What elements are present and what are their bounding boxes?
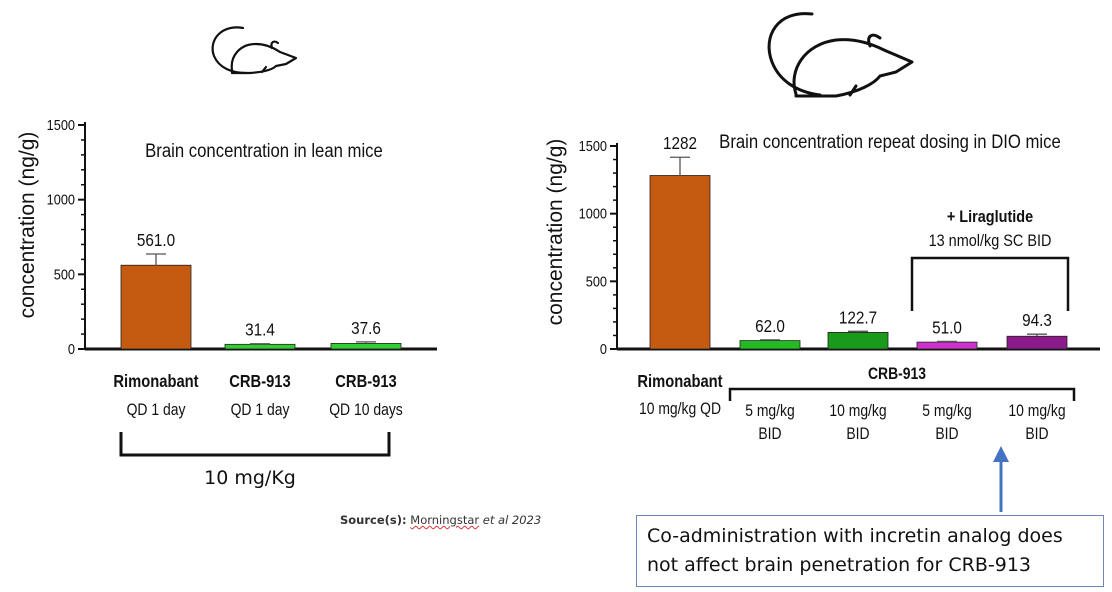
category-label-line1: Rimonabant [637,372,723,392]
dio-mouse-icon [767,12,914,98]
category-label-line2: BID [758,425,781,444]
data-label: 62.0 [755,316,785,336]
source-citation: Source(s): Morningstar et al 2023 [340,513,541,527]
bar [120,264,192,350]
category-label-line1: Rimonabant [113,372,199,392]
bar [916,341,978,350]
y-axis-label: concentration (ng/g) [544,139,567,326]
data-label: 94.3 [1022,310,1052,330]
source-label: Source(s): [340,513,407,527]
group-bracket [728,387,1076,401]
y-tick-label: 0 [68,340,75,357]
y-tick-label: 1500 [579,137,608,154]
y-tick-label: 500 [586,272,607,289]
chart-2: Brain concentration repeat dosing in DIO… [544,131,1100,443]
category-label-line1: CRB-913 [229,372,290,392]
bar [224,343,296,350]
data-label: 51.0 [932,317,962,337]
bar [827,331,889,350]
data-label: 561.0 [137,230,175,250]
callout-text: Co-administration with incretin analog d… [647,525,1063,576]
source-reference: Morningstar [410,513,480,527]
category-label-line2: QD 10 days [329,401,403,420]
y-tick-label: 1000 [47,191,76,208]
data-label: 1282 [663,133,697,153]
annotation-subtitle: 13 nmol/kg SC BID [929,232,1052,250]
category-label-line1: CRB-913 [335,372,396,392]
group-bracket [119,432,391,457]
liraglutide-bracket [910,256,1070,311]
lean-mouse-icon [211,26,298,75]
category-label-line2: QD 1 day [231,401,290,420]
chart-1: Brain concentration in lean mice concentr… [16,116,437,489]
annotation-title: + Liraglutide [947,208,1033,226]
category-label-line2: BID [1025,425,1048,444]
category-label-line2: 10 mg/kg QD [639,400,721,419]
category-label-line1: 5 mg/kg [745,402,795,421]
chart-title: Brain concentration repeat dosing in DIO… [719,131,1061,152]
y-tick-label: 1500 [47,116,76,133]
category-label-line2: BID [846,425,869,444]
y-axis-label: concentration (ng/g) [16,132,39,319]
bar [739,340,801,350]
category-label-line1: 10 mg/kg [829,402,886,421]
bar [330,342,402,350]
group-label: CRB-913 [868,365,926,384]
y-tick-label: 1000 [579,205,608,222]
category-label-line1: 5 mg/kg [922,402,972,421]
bar [1006,335,1068,350]
category-label-line1: 10 mg/kg [1008,402,1065,421]
callout-box: Co-administration with incretin analog d… [636,515,1104,587]
y-tick-label: 500 [54,265,75,282]
data-label: 31.4 [245,320,275,340]
arrow-head [993,446,1009,462]
callout-arrow [993,446,1009,512]
y-tick-label: 0 [600,340,607,357]
category-label-line2: BID [935,425,958,444]
chart-title: Brain concentration in lean mice [145,140,383,161]
source-etal: et al 2023 [482,513,542,527]
data-label: 122.7 [839,307,877,327]
data-label: 37.6 [351,318,381,338]
category-label-line2: QD 1 day [127,401,186,420]
bar [649,175,711,350]
group-label: 10 mg/Kg [204,467,296,489]
